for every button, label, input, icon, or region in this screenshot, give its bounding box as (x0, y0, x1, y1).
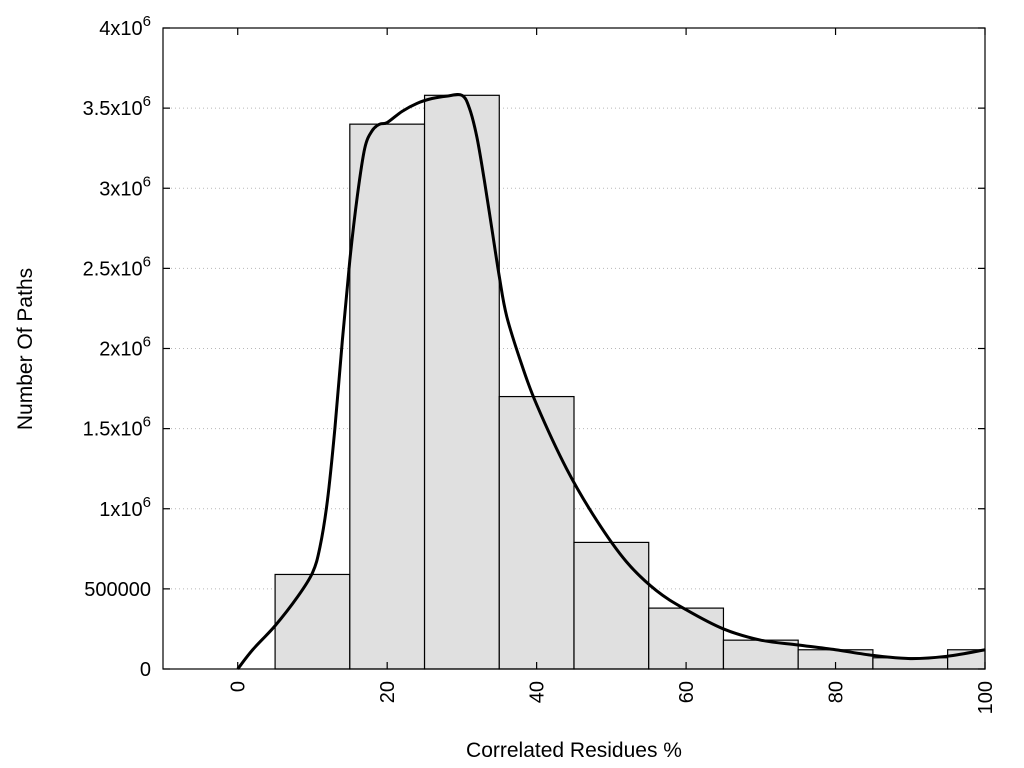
y-tick-label-0: 0 (140, 659, 151, 681)
y-axis-ticks: 0 500000 1x106 1.5x106 2x106 2.5x106 3x106 3.5x… (83, 13, 985, 681)
density-curve-layer (236, 93, 986, 670)
y-tick-label-7: 3.5x106 (83, 93, 151, 120)
x-tick-label-0: 0 (228, 681, 250, 692)
x-axis-label: Correlated Residues % (466, 739, 682, 762)
bar-30 (423, 94, 500, 670)
bar-60 (648, 607, 725, 670)
y-tick-label-1: 500000 (84, 579, 151, 601)
y-tick-label-3: 1.5x106 (83, 414, 151, 441)
x-tick-label-100: 100 (975, 681, 997, 714)
bar-20 (349, 123, 426, 670)
x-tick-label-60: 60 (676, 681, 698, 703)
y-tick-label-4: 2x106 (99, 334, 151, 361)
density-curve (236, 93, 986, 670)
x-tick-label-20: 20 (377, 681, 399, 703)
bar-40 (498, 395, 575, 670)
bar-50 (573, 541, 650, 670)
histogram-bars (274, 94, 986, 670)
y-tick-label-6: 3x106 (99, 173, 151, 200)
x-tick-label-40: 40 (527, 681, 549, 703)
y-tick-label-8: 4x106 (99, 13, 151, 40)
y-tick-label-2: 1x106 (99, 494, 151, 521)
x-tick-label-80: 80 (826, 681, 848, 703)
y-tick-label-5: 2.5x106 (83, 253, 151, 280)
gridlines (163, 107, 985, 590)
x-axis-ticks: 0 20 40 60 80 100 (228, 28, 997, 714)
y-axis-label: Number Of Paths (14, 268, 37, 430)
bar-10 (274, 573, 351, 670)
